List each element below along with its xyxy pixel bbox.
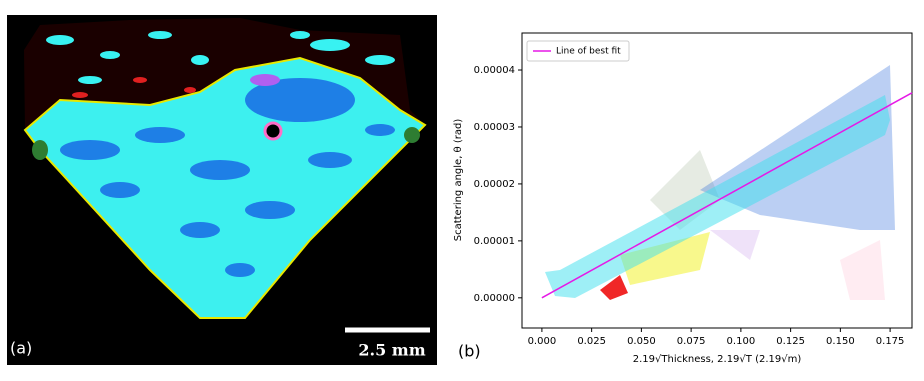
image-panel: 2.5 mm (a): [7, 15, 437, 365]
axes-frame: [521, 32, 913, 329]
y-axis-label: Scattering angle, θ (rad): [453, 119, 464, 242]
scale-bar-label: 2.5 mm: [358, 341, 425, 360]
purple-blob: [250, 74, 280, 86]
legend-box: [526, 40, 630, 62]
y-tick-label: 0.00002: [474, 179, 515, 190]
x-tick-label: 0.150: [826, 336, 855, 347]
y-tick-label: 0.00004: [474, 65, 515, 76]
sample-region: [23, 56, 427, 319]
texture-spots: [46, 31, 395, 84]
green-edge: [32, 140, 48, 160]
x-tick-label: 0.125: [776, 336, 805, 347]
x-tick-label: 0.000: [528, 336, 557, 347]
scatter-clouds: [545, 65, 895, 300]
x-tick-label: 0.025: [577, 336, 606, 347]
fit-line: [541, 92, 913, 299]
y-tick-label: 0.00003: [474, 122, 515, 133]
legend-label: Line of best fit: [556, 47, 621, 57]
chart-panel: (b) 2.19√Thickness, 2.19√T (2.19√m) Scat…: [453, 32, 913, 365]
panel-label: (a): [10, 339, 32, 358]
x-tick-label: 0.100: [727, 336, 756, 347]
y-tick-label: 0.00001: [474, 236, 515, 247]
panel-label: (b): [458, 342, 481, 361]
blue-blobs: [60, 78, 395, 277]
x-tick-label: 0.075: [677, 336, 706, 347]
x-tick-label: 0.175: [876, 336, 905, 347]
y-tick-label: 0.00000: [474, 293, 515, 304]
x-axis-label: 2.19√Thickness, 2.19√T (2.19√m): [633, 354, 802, 365]
hole: [263, 121, 283, 141]
green-edge: [404, 127, 420, 143]
texture-red: [72, 77, 196, 98]
x-tick-label: 0.050: [627, 336, 656, 347]
